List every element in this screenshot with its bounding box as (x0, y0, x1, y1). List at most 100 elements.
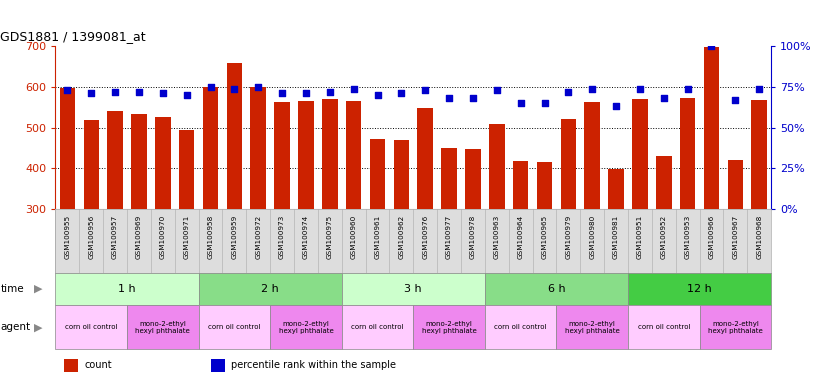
Point (752, 86, 765, 92)
Bar (656, 156, 672, 209)
Bar (628, 305, 699, 349)
Point (467, 95, 480, 101)
Bar (131, 114, 147, 209)
Bar (537, 162, 552, 209)
Text: GSM100979: GSM100979 (565, 214, 571, 258)
Point (538, 100, 551, 106)
Bar (83, 119, 99, 209)
Text: percentile rank within the sample: percentile rank within the sample (231, 360, 396, 370)
Point (157, 90, 170, 96)
Text: GSM100981: GSM100981 (613, 214, 619, 258)
Text: GSM100961: GSM100961 (375, 214, 380, 258)
Text: GSM100959: GSM100959 (232, 214, 237, 258)
Text: 2 h: 2 h (261, 284, 279, 294)
Text: GSM100970: GSM100970 (160, 214, 166, 258)
Text: GSM100965: GSM100965 (542, 214, 548, 258)
Bar (370, 139, 385, 209)
Text: mono-2-ethyl
hexyl phthalate: mono-2-ethyl hexyl phthalate (135, 321, 190, 334)
Bar (703, 47, 719, 209)
Text: mono-2-ethyl
hexyl phthalate: mono-2-ethyl hexyl phthalate (708, 321, 763, 334)
Bar (728, 160, 743, 209)
Point (109, 89, 122, 95)
Bar (441, 148, 457, 209)
Text: mono-2-ethyl
hexyl phthalate: mono-2-ethyl hexyl phthalate (422, 321, 477, 334)
Bar (608, 169, 623, 209)
Bar (418, 108, 433, 209)
Bar (198, 273, 342, 305)
Bar (270, 305, 342, 349)
Bar (393, 140, 409, 209)
Point (681, 86, 694, 92)
Text: corn oil control: corn oil control (637, 324, 690, 330)
Point (228, 86, 241, 92)
Text: GSM100969: GSM100969 (136, 214, 142, 258)
Text: GSM100953: GSM100953 (685, 214, 690, 258)
Text: GSM100966: GSM100966 (708, 214, 715, 258)
Bar (561, 119, 576, 209)
Point (180, 92, 193, 98)
Bar (108, 111, 123, 209)
Point (371, 92, 384, 98)
Bar (298, 101, 313, 209)
Point (586, 86, 599, 92)
Bar (342, 273, 485, 305)
Point (633, 86, 646, 92)
Point (276, 90, 289, 96)
Point (705, 43, 718, 49)
Bar (251, 87, 266, 209)
Bar (127, 305, 198, 349)
Bar (680, 98, 695, 209)
Bar (198, 305, 270, 349)
Text: mono-2-ethyl
hexyl phthalate: mono-2-ethyl hexyl phthalate (565, 321, 619, 334)
Point (251, 84, 264, 90)
Text: GSM100958: GSM100958 (207, 214, 214, 258)
Point (419, 87, 432, 93)
Point (562, 89, 575, 95)
Point (323, 89, 336, 95)
Text: GSM100967: GSM100967 (732, 214, 738, 258)
Bar (322, 99, 338, 209)
Bar (628, 273, 771, 305)
Bar (211, 359, 225, 372)
Text: GSM100956: GSM100956 (88, 214, 95, 258)
Text: GSM100957: GSM100957 (112, 214, 118, 258)
Bar (55, 273, 198, 305)
Text: GSM100968: GSM100968 (756, 214, 762, 258)
Bar (274, 103, 290, 209)
Point (347, 86, 360, 92)
Bar (632, 99, 648, 209)
Text: GSM100976: GSM100976 (422, 214, 428, 258)
Point (610, 103, 623, 109)
Text: GSM100962: GSM100962 (398, 214, 405, 258)
Text: GSM100972: GSM100972 (255, 214, 261, 258)
Text: GSM100978: GSM100978 (470, 214, 476, 258)
Bar (155, 117, 171, 209)
Bar (64, 359, 78, 372)
Point (442, 95, 455, 101)
Bar (179, 130, 194, 209)
Bar (203, 87, 219, 209)
Bar (413, 305, 485, 349)
Text: GDS1881 / 1399081_at: GDS1881 / 1399081_at (0, 30, 145, 43)
Bar (752, 100, 767, 209)
Text: 6 h: 6 h (548, 284, 565, 294)
Text: GSM100963: GSM100963 (494, 214, 499, 258)
Bar (489, 124, 504, 209)
Bar (465, 149, 481, 209)
Point (204, 84, 217, 90)
Point (61, 87, 74, 93)
Bar (485, 273, 628, 305)
Point (299, 90, 313, 96)
Point (729, 97, 742, 103)
Bar (584, 103, 600, 209)
Text: ▶: ▶ (34, 322, 42, 333)
Text: 3 h: 3 h (405, 284, 422, 294)
Point (85, 90, 98, 96)
Text: GSM100955: GSM100955 (64, 214, 70, 258)
Text: 12 h: 12 h (687, 284, 712, 294)
Text: GSM100975: GSM100975 (327, 214, 333, 258)
Text: GSM100977: GSM100977 (446, 214, 452, 258)
Text: GSM100964: GSM100964 (517, 214, 524, 258)
Bar (699, 305, 771, 349)
Text: corn oil control: corn oil control (351, 324, 404, 330)
